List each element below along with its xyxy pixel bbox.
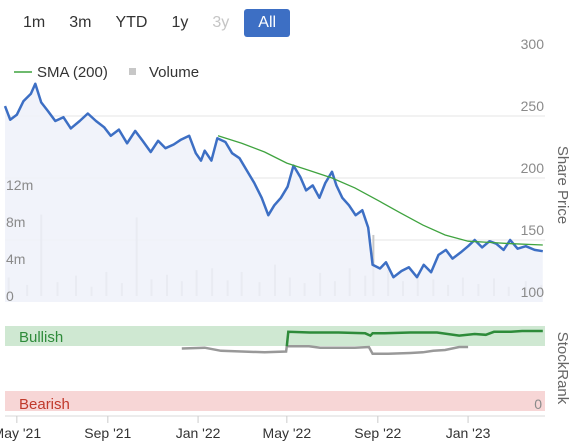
stockrank-axis-title: StockRank xyxy=(554,332,571,405)
date-axis-ticks: May '21 Sep '21 Jan '22 May '22 Sep '22 Jan '… xyxy=(0,415,545,441)
range-3m-button[interactable]: 3m xyxy=(69,14,92,31)
volume-legend-label[interactable]: Volume xyxy=(149,64,199,81)
sma-legend-label[interactable]: SMA (200) xyxy=(37,64,108,81)
x-tick-label: May '21 xyxy=(0,425,41,441)
range-1m-button[interactable]: 1m xyxy=(23,14,46,31)
price-tick-label: 300 xyxy=(521,36,545,52)
x-tick-label: Sep '22 xyxy=(354,425,401,441)
stockrank-bullish-line[interactable] xyxy=(285,329,543,347)
price-tick-label: 100 xyxy=(521,284,545,300)
volume-tick-label: 0 xyxy=(6,288,14,304)
bullish-band xyxy=(5,326,545,346)
sma-line[interactable] xyxy=(217,135,543,246)
price-axis-ticks: 300 250 200 150 100 xyxy=(521,36,545,300)
range-ytd-button[interactable]: YTD xyxy=(115,14,148,31)
price-axis-title: Share Price xyxy=(554,146,571,224)
volume-axis-ticks: 12m 8m 4m 0 xyxy=(6,177,33,304)
bearish-label: Bearish xyxy=(19,396,70,413)
x-tick-label: Jan '23 xyxy=(446,425,491,441)
x-tick-label: May '22 xyxy=(263,425,312,441)
bearish-band xyxy=(5,391,545,411)
volume-legend-swatch xyxy=(129,68,136,75)
volume-tick-label: 12m xyxy=(6,177,33,193)
price-line[interactable] xyxy=(3,82,543,279)
stockrank-history-line xyxy=(181,344,469,356)
legend: SMA (200) Volume xyxy=(14,64,199,81)
range-selector: 1m 3m YTD 1y 3y All xyxy=(14,9,296,37)
price-tick-label: 150 xyxy=(521,222,545,238)
x-tick-label: Jan '22 xyxy=(176,425,221,441)
volume-tick-label: 8m xyxy=(6,214,25,230)
price-tick-label: 200 xyxy=(521,160,545,176)
x-tick-label: Sep '21 xyxy=(84,425,131,441)
volume-tick-label: 4m xyxy=(6,251,25,267)
price-tick-label: 250 xyxy=(521,98,545,114)
bullish-label: Bullish xyxy=(19,329,63,346)
stockrank-panel: Bullish Bearish 0 StockRank xyxy=(5,326,571,413)
range-3y-button: 3y xyxy=(212,14,230,31)
range-1y-button[interactable]: 1y xyxy=(171,14,189,31)
range-all-button[interactable]: All xyxy=(244,9,291,37)
price-panel: 300 250 200 150 100 12m 8m 4m 0 Share Price SMA… xyxy=(3,36,571,304)
stockrank-zero-tick: 0 xyxy=(534,396,542,412)
